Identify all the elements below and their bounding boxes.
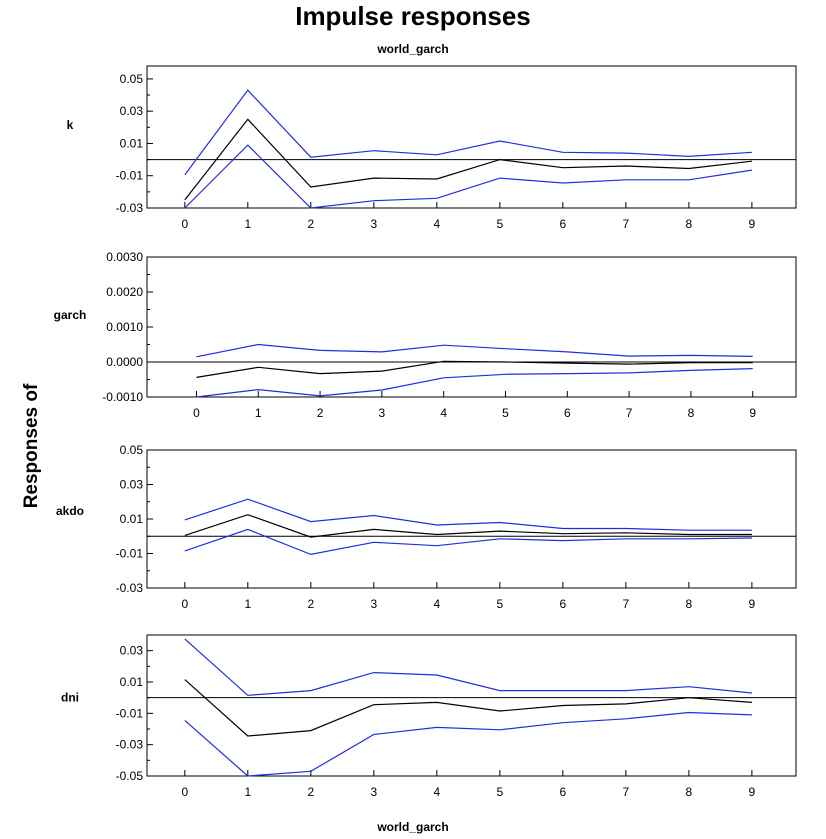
panel-akdo: 0.05 0.03 0.01 -0.01 -0.03 0 1 2 3 4 5 6 7 8 9 akdo [56, 443, 797, 611]
x-tick-label: 6 [560, 217, 567, 231]
y-tick-label: -0.01 [116, 169, 144, 183]
x-tick-label: 8 [686, 597, 693, 611]
y-tick-label: 0.05 [120, 443, 144, 457]
panel-k: 0.05 0.03 0.01 -0.01 -0.03 0 1 2 3 4 5 6 7 8 9 k [67, 65, 797, 231]
panel-label: k [67, 118, 74, 132]
panel-frame [146, 65, 797, 209]
x-tick-label: 1 [244, 597, 251, 611]
panel-label: garch [54, 308, 87, 322]
x-tick-label: 7 [623, 785, 630, 799]
x-tick-label: 8 [686, 217, 693, 231]
chart-subtitle: world_garch [377, 42, 449, 56]
y-tick-label: 0.0000 [106, 355, 143, 369]
x-tick-label: 0 [181, 217, 188, 231]
x-tick-label: 5 [502, 406, 509, 420]
y-tick-label: 0.03 [120, 478, 144, 492]
y-tick-label: 0.0030 [106, 250, 143, 264]
series-response-line [184, 679, 752, 737]
y-tick-label: 0.03 [120, 644, 144, 658]
x-tick-label: 0 [181, 597, 188, 611]
y-tick-label: -0.03 [116, 581, 144, 595]
y-tick-label: 0.05 [120, 72, 144, 86]
y-tick-label: -0.05 [116, 769, 144, 783]
x-tick-label: 5 [497, 785, 504, 799]
y-tick-label: -0.03 [116, 201, 144, 215]
y-tick-label: 0.0010 [106, 320, 143, 334]
y-tick-label: 0.01 [120, 675, 144, 689]
x-tick-label: 6 [564, 406, 571, 420]
y-tick-label: 0.01 [120, 136, 144, 150]
x-tick-label: 3 [370, 217, 377, 231]
series-lower-line [184, 528, 752, 556]
x-tick-label: 2 [317, 406, 324, 420]
x-tick-label: 2 [307, 597, 314, 611]
y-tick-label: 0.01 [120, 512, 144, 526]
x-tick-label: 6 [560, 785, 567, 799]
x-tick-label: 1 [244, 785, 251, 799]
x-tick-label: 4 [434, 597, 441, 611]
x-tick-label: 2 [307, 217, 314, 231]
x-tick-label: 9 [749, 217, 756, 231]
series-response-line [196, 360, 753, 378]
y-tick-label: 0.03 [120, 104, 144, 118]
x-axis-label: world_garch [377, 820, 449, 834]
x-tick-label: 4 [440, 406, 447, 420]
panel-dni: 0.03 0.01 -0.01 -0.03 -0.05 0 1 2 3 4 5 6 7 8 9 dni [61, 634, 797, 799]
y-tick-label: 0.0020 [106, 285, 143, 299]
x-tick-label: 5 [497, 217, 504, 231]
series-lower-line [184, 144, 752, 209]
series-lower-line [196, 368, 753, 398]
x-tick-label: 6 [560, 597, 567, 611]
x-tick-label: 0 [193, 406, 200, 420]
x-tick-label: 7 [623, 597, 630, 611]
series-upper-line [184, 89, 752, 176]
y-tick-label: -0.03 [116, 738, 144, 752]
x-tick-label: 7 [623, 217, 630, 231]
x-tick-label: 9 [749, 785, 756, 799]
series-response-line [184, 514, 752, 538]
series-lower-line [184, 711, 752, 777]
x-tick-label: 4 [434, 785, 441, 799]
y-tick-label: -0.01 [116, 547, 144, 561]
x-tick-label: 8 [688, 406, 695, 420]
x-tick-label: 3 [370, 785, 377, 799]
series-upper-line [184, 498, 752, 531]
x-tick-label: 1 [255, 406, 262, 420]
x-tick-label: 7 [626, 406, 633, 420]
panel-garch: 0.0030 0.0020 0.0010 0.0000 -0.0010 0 1 2 3 4 5 6 7 8… [54, 250, 797, 420]
panel-frame [146, 634, 797, 777]
x-tick-label: 9 [749, 597, 756, 611]
x-tick-label: 4 [434, 217, 441, 231]
panel-label: akdo [56, 504, 84, 518]
x-tick-label: 5 [497, 597, 504, 611]
x-tick-label: 3 [379, 406, 386, 420]
y-tick-label: -0.01 [116, 706, 144, 720]
series-upper-line [196, 343, 753, 358]
y-tick-label: -0.0010 [102, 390, 143, 404]
x-tick-label: 0 [181, 785, 188, 799]
x-tick-label: 3 [370, 597, 377, 611]
x-tick-label: 1 [244, 217, 251, 231]
series-response-line [184, 118, 752, 201]
series-upper-line [184, 638, 752, 696]
chart-title: Impulse responses [295, 1, 531, 31]
x-tick-label: 2 [307, 785, 314, 799]
panel-label: dni [61, 691, 79, 705]
x-tick-label: 9 [749, 406, 756, 420]
panel-frame [146, 449, 797, 589]
x-tick-label: 8 [686, 785, 693, 799]
